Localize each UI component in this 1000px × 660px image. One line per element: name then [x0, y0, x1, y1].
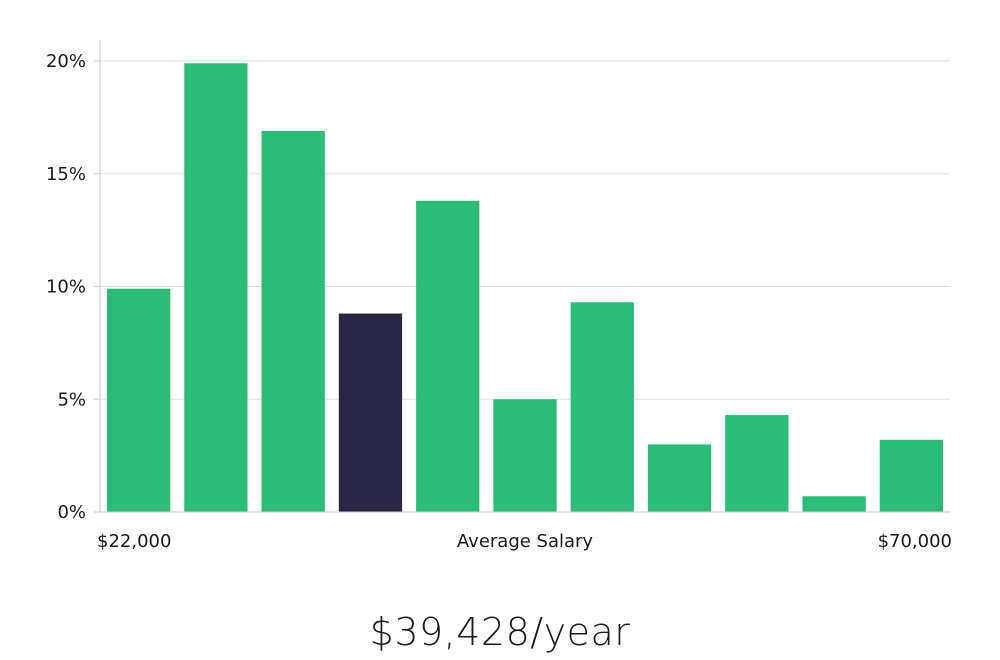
bar-highlighted: [338, 313, 403, 512]
y-tick-label: 10%: [46, 277, 86, 298]
y-tick-label: 20%: [46, 51, 86, 72]
bar: [647, 444, 712, 512]
bar: [725, 415, 789, 512]
bar: [184, 63, 248, 512]
bars: [107, 63, 943, 512]
x-axis-max-label: $70,000: [878, 531, 952, 552]
x-axis-title: Average Salary: [457, 531, 594, 552]
y-tick-label: 15%: [46, 164, 86, 185]
bar: [107, 288, 171, 512]
bar: [261, 130, 325, 512]
x-axis-min-label: $22,000: [97, 531, 171, 552]
bar: [802, 496, 866, 512]
bar: [570, 302, 634, 512]
y-tick-label: 0%: [57, 502, 86, 523]
average-salary-value: $39,428/year: [369, 610, 631, 654]
salary-distribution-chart: 0% 5% 10% 15% 20% $22,000 Average Salary $70…: [46, 40, 952, 552]
bar: [416, 200, 480, 512]
y-tick-label: 5%: [57, 389, 86, 410]
bar: [493, 399, 557, 512]
y-axis-tick-labels: 0% 5% 10% 15% 20%: [46, 51, 86, 523]
bar: [879, 439, 943, 512]
